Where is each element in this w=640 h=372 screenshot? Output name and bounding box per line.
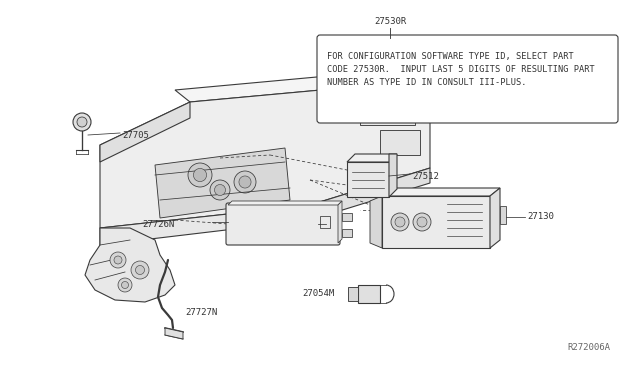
Polygon shape bbox=[382, 188, 500, 196]
Polygon shape bbox=[155, 148, 290, 218]
Circle shape bbox=[210, 180, 230, 200]
Text: FOR CONFIGURATION SOFTWARE TYPE ID, SELECT PART
CODE 27530R.  INPUT LAST 5 DIGIT: FOR CONFIGURATION SOFTWARE TYPE ID, SELE… bbox=[327, 52, 595, 87]
Polygon shape bbox=[347, 162, 389, 197]
Polygon shape bbox=[100, 80, 430, 228]
Polygon shape bbox=[370, 196, 382, 248]
Circle shape bbox=[193, 169, 207, 182]
Circle shape bbox=[77, 117, 87, 127]
Polygon shape bbox=[100, 205, 310, 245]
Bar bbox=[342, 213, 352, 221]
Circle shape bbox=[234, 171, 256, 193]
Circle shape bbox=[395, 217, 405, 227]
Polygon shape bbox=[490, 188, 500, 248]
Polygon shape bbox=[175, 68, 430, 102]
Circle shape bbox=[136, 266, 145, 275]
FancyBboxPatch shape bbox=[317, 35, 618, 123]
Circle shape bbox=[413, 213, 431, 231]
Polygon shape bbox=[85, 228, 175, 302]
Circle shape bbox=[239, 176, 251, 188]
Polygon shape bbox=[100, 102, 190, 162]
Text: R272006A: R272006A bbox=[567, 343, 610, 352]
Polygon shape bbox=[310, 168, 430, 220]
Circle shape bbox=[114, 256, 122, 264]
Circle shape bbox=[118, 278, 132, 292]
Text: 27726N: 27726N bbox=[143, 220, 175, 229]
Text: 27130: 27130 bbox=[527, 212, 554, 221]
Text: 27512: 27512 bbox=[412, 172, 439, 181]
Circle shape bbox=[122, 282, 129, 289]
Bar bbox=[358, 285, 380, 303]
Circle shape bbox=[214, 185, 225, 196]
Polygon shape bbox=[338, 201, 342, 243]
Bar bbox=[320, 217, 330, 228]
Bar bbox=[500, 206, 506, 224]
Bar bbox=[360, 90, 415, 125]
FancyBboxPatch shape bbox=[226, 203, 340, 245]
Bar bbox=[380, 130, 420, 155]
Polygon shape bbox=[228, 201, 342, 205]
Bar bbox=[342, 229, 352, 237]
Polygon shape bbox=[165, 328, 183, 339]
Bar bbox=[348, 287, 358, 301]
Text: 27727N: 27727N bbox=[185, 308, 217, 317]
Circle shape bbox=[73, 113, 91, 131]
Text: 27530R: 27530R bbox=[374, 17, 406, 26]
Text: 27054M: 27054M bbox=[303, 289, 335, 298]
Circle shape bbox=[188, 163, 212, 187]
Polygon shape bbox=[389, 154, 397, 197]
Circle shape bbox=[131, 261, 149, 279]
Circle shape bbox=[110, 252, 126, 268]
Circle shape bbox=[417, 217, 427, 227]
Polygon shape bbox=[347, 154, 397, 162]
Text: 27705: 27705 bbox=[122, 131, 149, 140]
Polygon shape bbox=[382, 196, 490, 248]
Circle shape bbox=[391, 213, 409, 231]
